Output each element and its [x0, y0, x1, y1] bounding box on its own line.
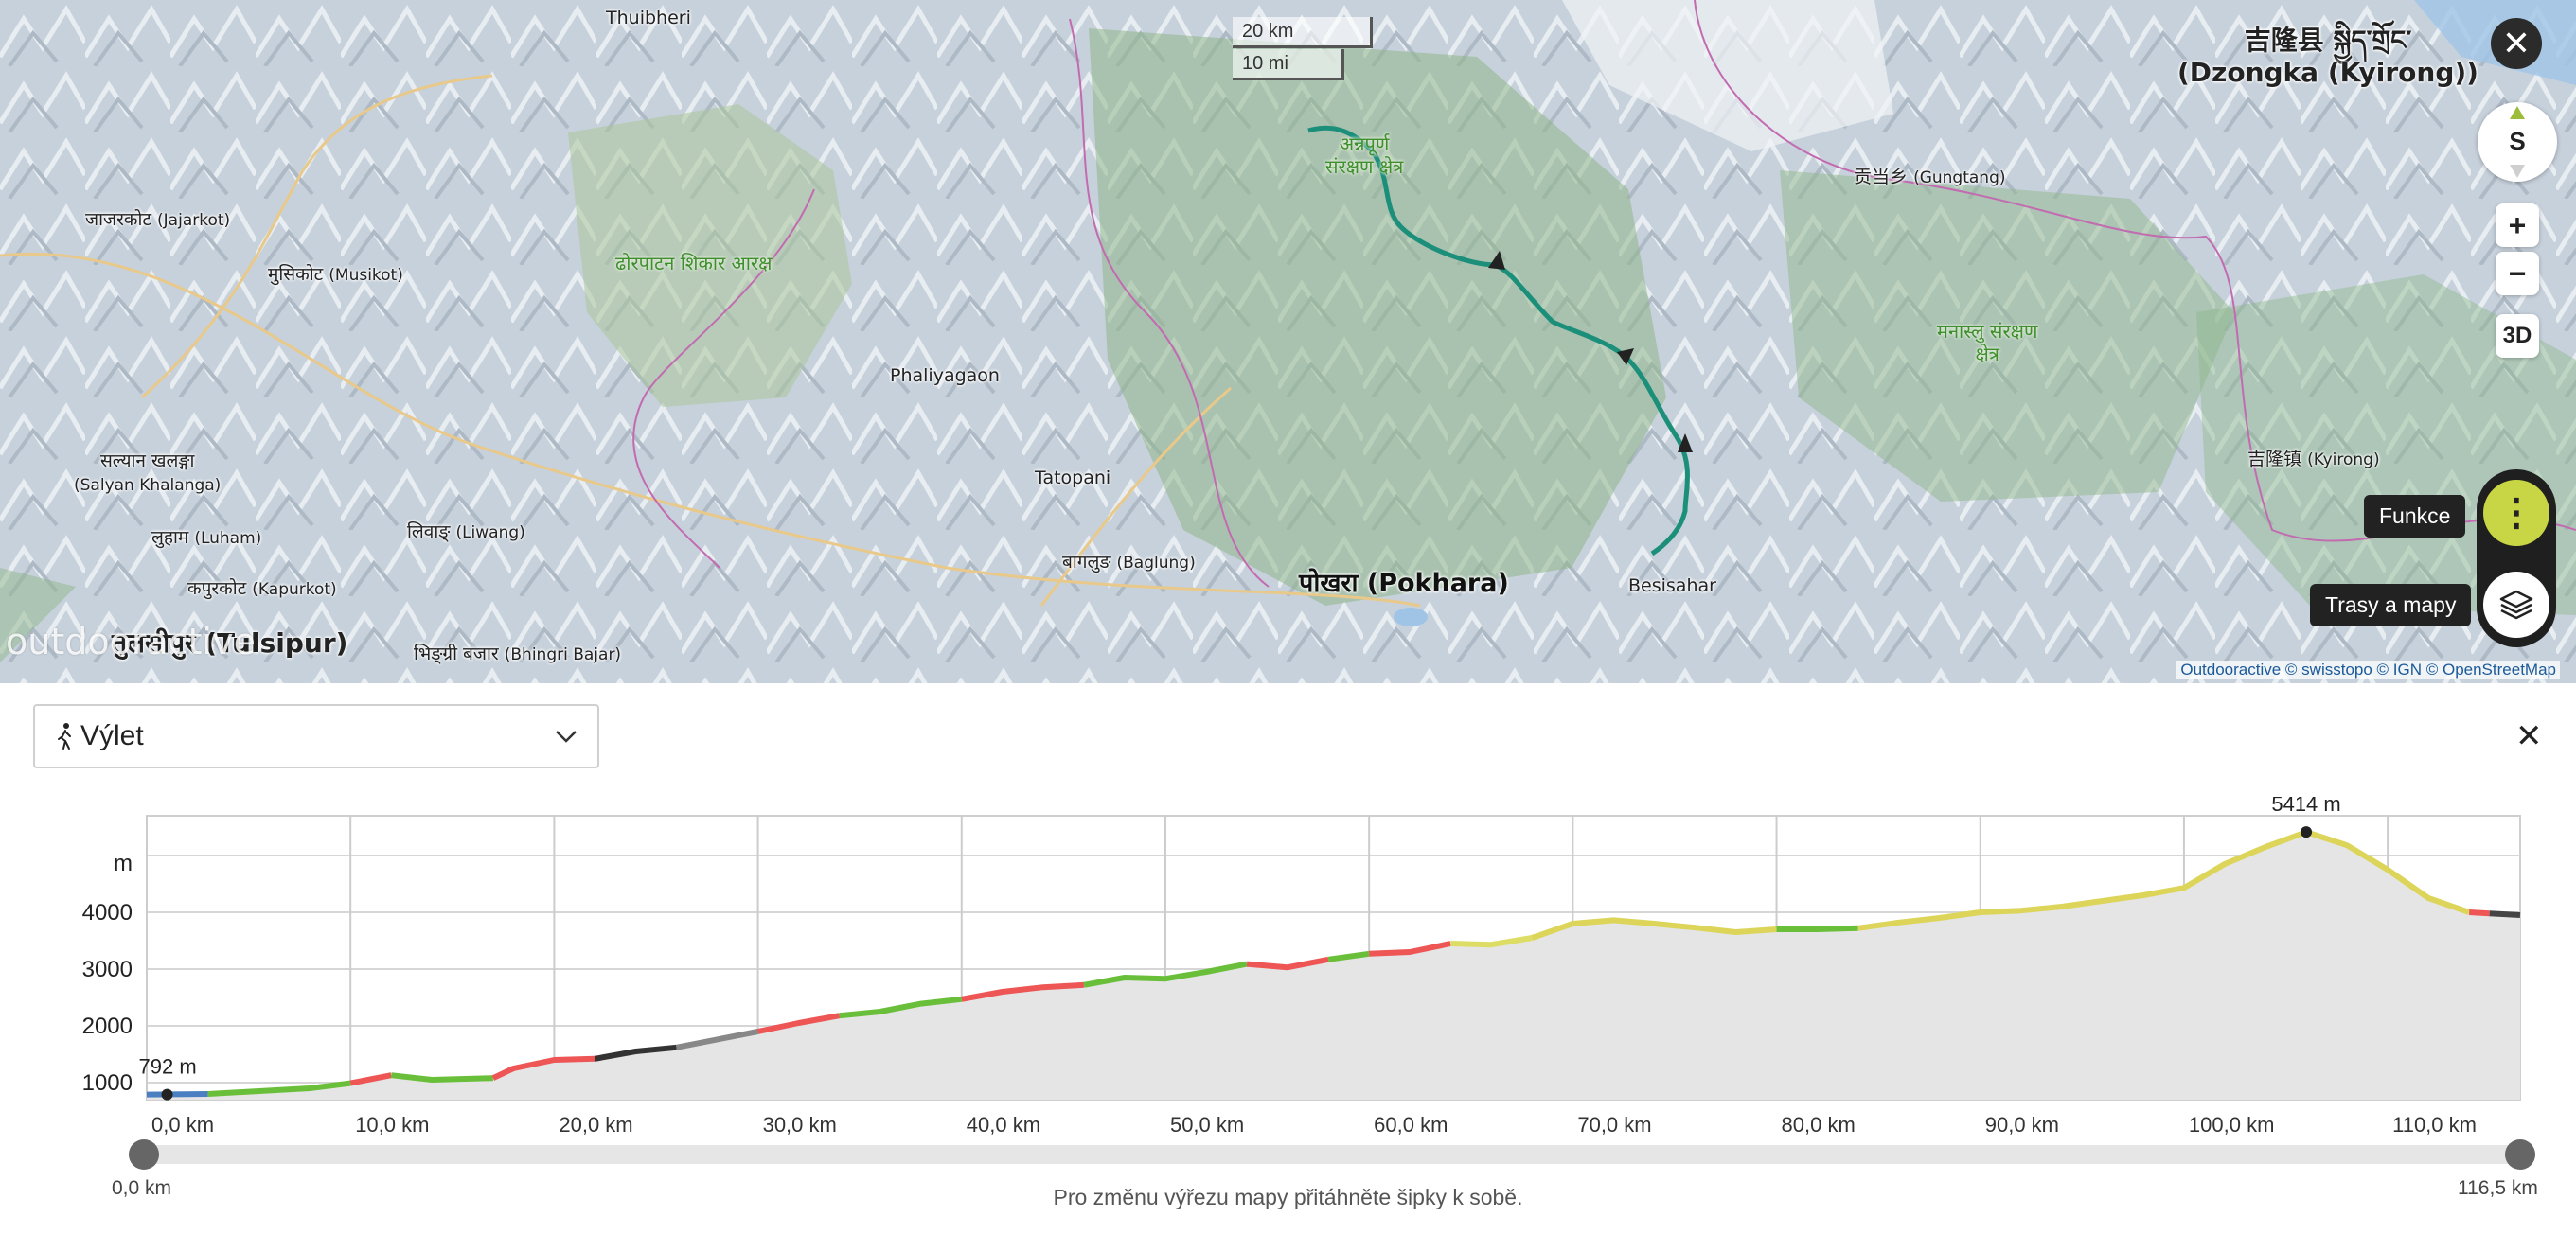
profile-segment [1531, 917, 1777, 941]
close-map-button[interactable]: ✕ [2491, 18, 2542, 69]
range-track [142, 1145, 2520, 1164]
profile-segment [1450, 935, 1533, 948]
profile-segment [146, 1091, 208, 1098]
layers-icon [2499, 590, 2533, 620]
activity-label: Výlet [80, 720, 144, 751]
x-tick-label: 40,0 km [967, 1113, 1040, 1137]
profile-segment [1246, 956, 1329, 971]
profile-segment [491, 1055, 595, 1081]
profile-segment [390, 1072, 493, 1083]
place-label-besisahar: Besisahar [1628, 575, 1716, 596]
range-slider[interactable] [129, 1139, 2535, 1170]
profile-segment [1776, 925, 1858, 932]
profile-segment [2489, 910, 2521, 918]
profile-segment [2469, 909, 2490, 917]
more-vertical-icon: ⋮ [2497, 492, 2535, 534]
y-tick-label: 4000 [82, 900, 133, 926]
y-tick-label: 1000 [82, 1070, 133, 1096]
close-icon: ✕ [2515, 718, 2543, 754]
y-tick-label: 2000 [82, 1014, 133, 1039]
routes-maps-tooltip: Trasy a mapy [2310, 584, 2472, 626]
profile-segment [675, 1029, 759, 1050]
profile-segment [961, 981, 1085, 1002]
place-label-jajarkot: जाजरकोट (Jajarkot) [85, 209, 231, 230]
chevron-down-icon [556, 731, 577, 743]
profile-segment [349, 1072, 392, 1086]
compass-north-arrow-icon [2510, 106, 2525, 119]
zoom-hint: Pro změnu výřezu mapy přitáhněte šipky k… [1053, 1185, 1523, 1209]
outdooractive-logo: outdooractive [6, 621, 256, 662]
x-tick-label: 90,0 km [1985, 1113, 2059, 1137]
x-tick-label: 50,0 km [1170, 1113, 1244, 1137]
park-label-manaslu: मनास्लु संरक्षण क्षेत्र [1937, 320, 2038, 365]
3d-toggle-button[interactable]: 3D [2496, 314, 2539, 358]
close-panel-button[interactable]: ✕ [2515, 717, 2543, 755]
zoom-in-button[interactable]: + [2496, 203, 2539, 247]
map-terrain [0, 0, 2576, 683]
place-label-liwang: लिवाङ् (Liwang) [407, 521, 525, 542]
x-tick-label: 100,0 km [2189, 1113, 2275, 1137]
elevation-profile-chart[interactable]: 0,0 km 10,0 km 20,0 km 30,0 km 40,0 km 50,0 k… [0, 797, 2576, 1147]
x-tick-label: 70,0 km [1577, 1113, 1651, 1137]
x-tick-label: 110,0 km [2392, 1113, 2477, 1137]
min-elevation-label: 792 m [139, 1055, 197, 1079]
place-label-thuibheri: Thuibheri [606, 8, 691, 28]
range-start-label: 0,0 km [112, 1177, 172, 1199]
elevation-marker [161, 1088, 173, 1101]
map-actions: ⋮ [2477, 469, 2556, 647]
x-tick-label: 30,0 km [763, 1113, 837, 1137]
place-label-salyan: सल्यान खलङ्गा (Salyan Khalanga) [74, 450, 222, 495]
compass-button[interactable]: S [2478, 102, 2557, 182]
profile-segment [756, 1013, 841, 1034]
x-tick-label: 0,0 km [151, 1113, 214, 1137]
range-end-handle[interactable] [2505, 1139, 2535, 1170]
y-tick-label: 3000 [82, 957, 133, 982]
elevation-panel: Výlet ✕ 0,0 km 10,0 km 20,0 km 30,0 km 40,0 … [0, 683, 2576, 1235]
functions-tooltip: Funkce [2364, 495, 2466, 538]
park-label-dhorpatan: ढोरपाटन शिकार आरक्ष [615, 252, 773, 274]
profile-segment [1327, 950, 1370, 962]
functions-button[interactable]: ⋮ [2483, 480, 2549, 546]
x-tick-label: 60,0 km [1374, 1113, 1448, 1137]
place-label-kyirong-town: 吉隆镇 (Kyirong) [2247, 449, 2380, 469]
profile-segment [839, 996, 963, 1019]
place-label-gungtang: 贡当乡 (Gungtang) [1854, 167, 2006, 187]
x-tick-label: 10,0 km [355, 1113, 429, 1137]
profile-segment [1857, 829, 2471, 931]
place-label-dzongka: 吉隆县 སྐྱིད་གྲོང་ (Dzongka (Kyirong)) [2177, 25, 2478, 88]
profile-segment [594, 1044, 677, 1062]
range-end-label: 116,5 km [2458, 1177, 2538, 1199]
x-tick-label: 20,0 km [559, 1113, 632, 1137]
zoom-out-button[interactable]: − [2496, 252, 2539, 295]
layers-button[interactable] [2483, 572, 2549, 638]
place-label-phaliyagaon: Phaliyagaon [890, 365, 1000, 386]
profile-segment [1083, 961, 1248, 988]
map-attribution[interactable]: Outdooractive © swisstopo © IGN © OpenSt… [2176, 661, 2560, 679]
place-label-pokhara: पोखरा (Pokhara) [1299, 569, 1509, 598]
elevation-area [147, 832, 2520, 1100]
hiking-icon [58, 723, 71, 750]
activity-select[interactable]: Výlet [33, 704, 599, 768]
place-label-kapurkot: कपुरकोट (Kapurkot) [187, 578, 337, 599]
profile-segment [1369, 941, 1451, 957]
range-start-handle[interactable] [129, 1139, 159, 1170]
profile-segment [207, 1080, 351, 1097]
map-scale: 20 km 10 mi [1233, 17, 1375, 83]
x-tick-label: 80,0 km [1782, 1113, 1856, 1137]
place-label-luham: लुहाम (Luham) [151, 527, 262, 548]
park-label-annapurna: अन्नपूर्ण संरक्षण क्षेत्र [1325, 132, 1404, 178]
close-icon: ✕ [2501, 24, 2532, 62]
place-label-bhingri: भिङ्ग्री बजार (Bhingri Bajar) [414, 644, 622, 664]
elevation-marker [2301, 826, 2313, 838]
map-view[interactable]: Thuibheri जाजरकोट (Jajarkot) मुसिकोट (Mu… [0, 0, 2576, 683]
max-elevation-label: 5414 m [2271, 797, 2340, 816]
place-label-tulsipur: तुलसीपुर (Tulsipur) [112, 627, 348, 659]
place-label-musikot: मुसिकोट (Musikot) [268, 264, 403, 285]
y-axis-unit: m [114, 851, 133, 876]
place-label-baglung: बागलुङ (Baglung) [1062, 552, 1196, 573]
place-label-tatopani: Tatopani [1035, 468, 1111, 488]
